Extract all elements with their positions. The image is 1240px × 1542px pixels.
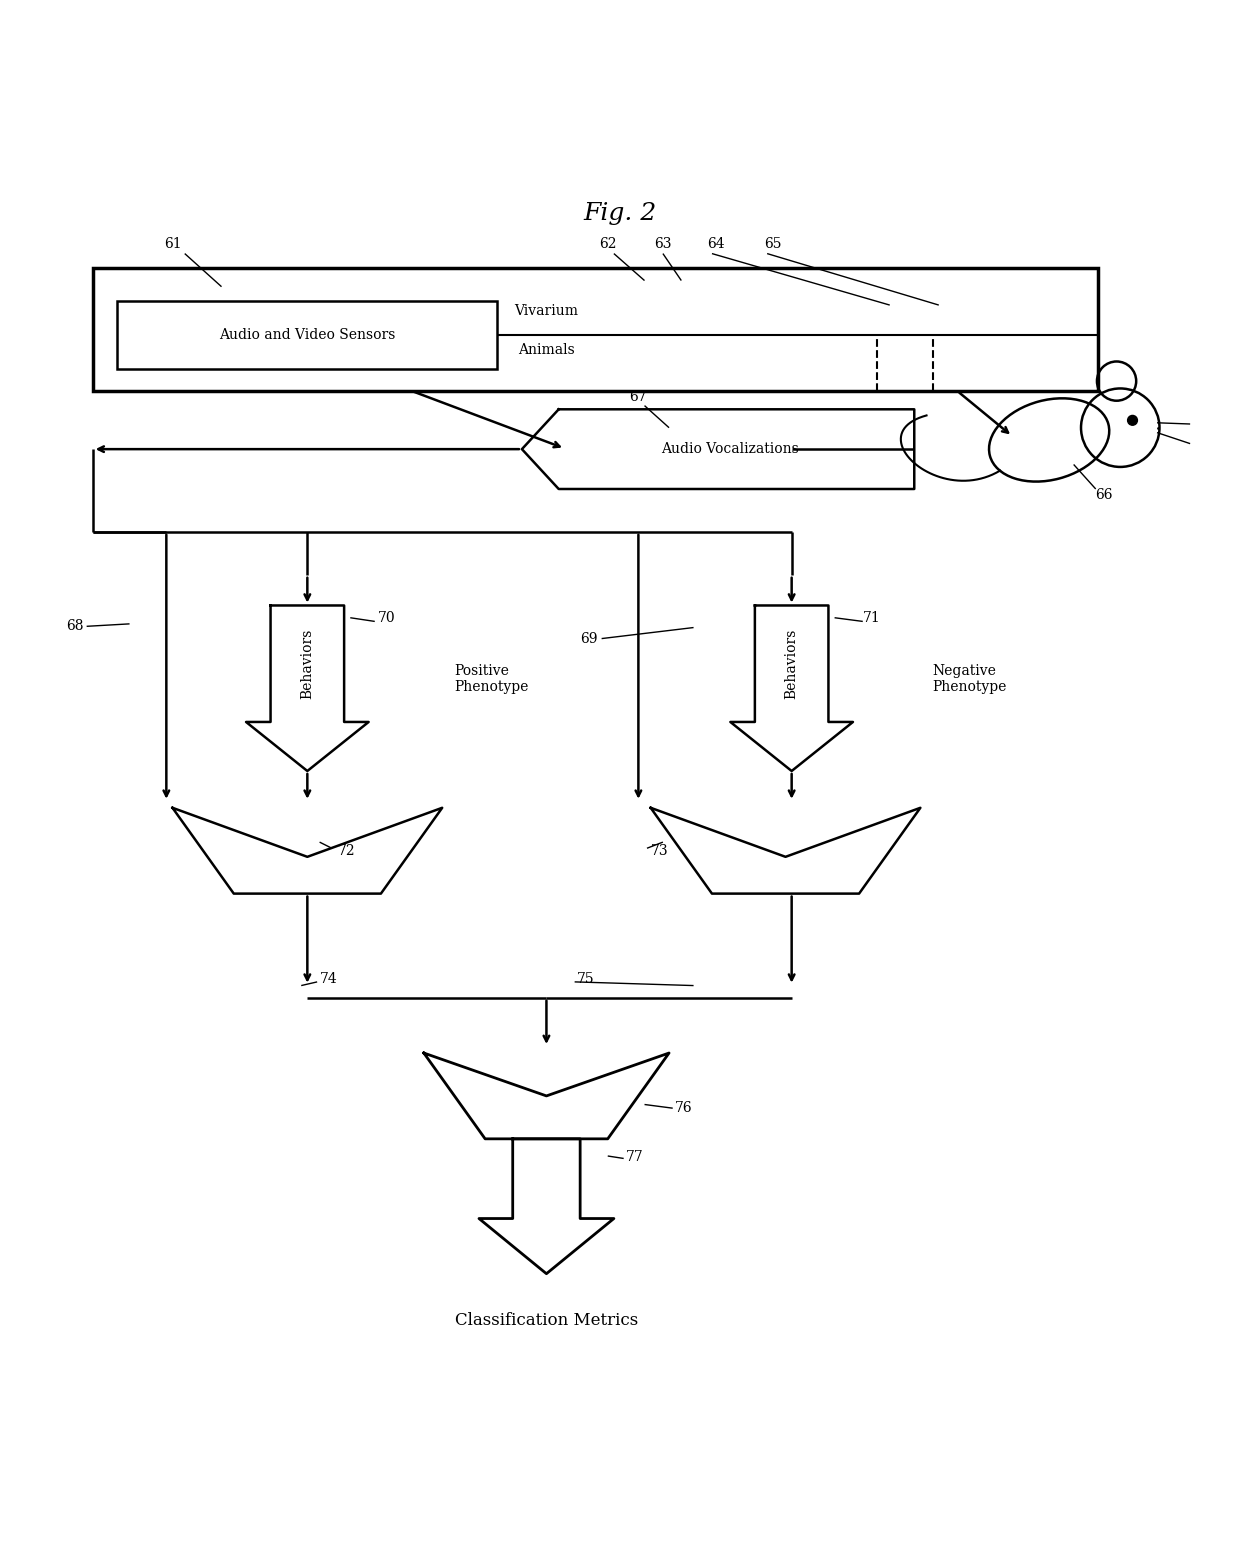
- Text: 68: 68: [66, 620, 83, 634]
- Text: 73: 73: [651, 843, 668, 857]
- Text: Fig. 2: Fig. 2: [583, 202, 657, 225]
- Text: Animals: Animals: [518, 344, 575, 358]
- Polygon shape: [522, 409, 914, 489]
- Text: Behaviors: Behaviors: [785, 629, 799, 699]
- Text: Audio Vocalizations: Audio Vocalizations: [661, 443, 800, 456]
- Polygon shape: [246, 606, 368, 771]
- Polygon shape: [172, 808, 443, 894]
- Text: Negative
Phenotype: Negative Phenotype: [932, 665, 1007, 694]
- FancyBboxPatch shape: [93, 268, 1099, 392]
- Text: 70: 70: [378, 611, 396, 625]
- Text: Classification Metrics: Classification Metrics: [455, 1312, 639, 1329]
- Text: Vivarium: Vivarium: [515, 304, 578, 318]
- Text: 64: 64: [707, 237, 724, 251]
- Text: 71: 71: [863, 611, 880, 625]
- Circle shape: [1127, 415, 1137, 426]
- Text: 67: 67: [630, 390, 647, 404]
- Text: Behaviors: Behaviors: [300, 629, 315, 699]
- Polygon shape: [651, 808, 920, 894]
- Text: 66: 66: [1096, 489, 1114, 503]
- Text: 62: 62: [599, 237, 616, 251]
- Polygon shape: [424, 1053, 670, 1140]
- Text: 74: 74: [320, 973, 337, 987]
- Polygon shape: [730, 606, 853, 771]
- Text: 63: 63: [655, 237, 672, 251]
- Text: Positive
Phenotype: Positive Phenotype: [455, 665, 528, 694]
- Text: 65: 65: [765, 237, 782, 251]
- Text: 75: 75: [577, 973, 595, 987]
- Polygon shape: [479, 1140, 614, 1274]
- FancyBboxPatch shape: [118, 301, 497, 369]
- Text: 76: 76: [675, 1101, 693, 1115]
- Text: 69: 69: [580, 632, 598, 646]
- Text: Audio and Video Sensors: Audio and Video Sensors: [219, 328, 396, 342]
- Text: 61: 61: [164, 237, 181, 251]
- Text: 77: 77: [626, 1150, 644, 1164]
- Text: 72: 72: [339, 843, 356, 857]
